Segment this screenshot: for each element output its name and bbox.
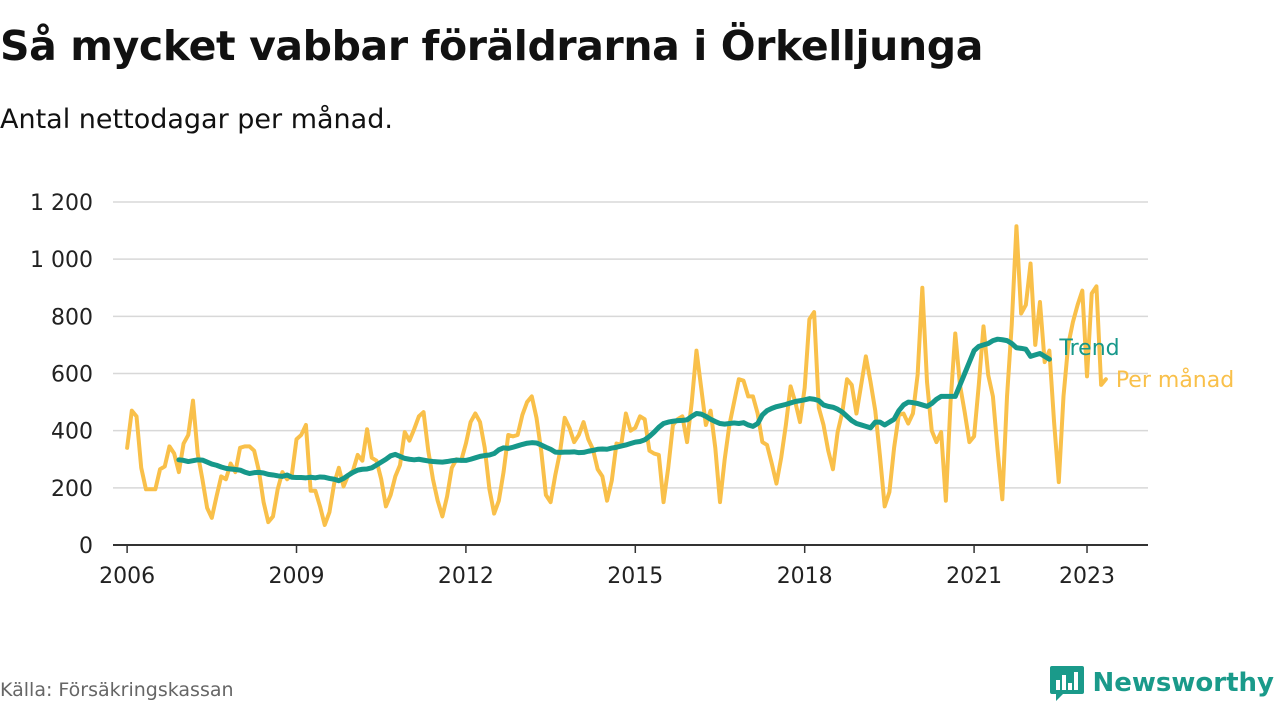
y-tick-label: 800 — [51, 305, 93, 330]
x-axis: 2006 2009 2012 2015 2018 2021 2023 — [99, 544, 1148, 589]
x-tick-label: 2023 — [1059, 564, 1115, 589]
brand-logo[interactable]: Newsworthy — [1049, 664, 1274, 702]
y-tick-label: 0 — [79, 534, 93, 559]
brand-name: Newsworthy — [1092, 668, 1274, 698]
y-tick-label: 200 — [51, 477, 93, 502]
gridlines — [113, 201, 1148, 489]
trend-series-label: Trend — [1058, 336, 1119, 361]
chart-subtitle: Antal nettodagar per månad. — [0, 104, 393, 135]
y-tick-label: 600 — [51, 363, 93, 388]
x-tick-label: 2021 — [946, 564, 1002, 589]
series-labels: Per månad Trend — [1058, 336, 1234, 393]
y-axis: 0 200 400 600 800 1 000 1 200 — [30, 191, 93, 559]
chart-title: Så mycket vabbar föräldrarna i Örkelljun… — [0, 22, 983, 70]
trend-series-line — [176, 336, 1052, 484]
monthly-series-line — [125, 224, 1108, 527]
y-tick-label: 400 — [51, 420, 93, 445]
source-note: Källa: Försäkringskassan — [0, 679, 234, 701]
x-tick-label: 2018 — [777, 564, 833, 589]
bar-chart-speech-bubble-icon — [1049, 666, 1084, 701]
x-tick-label: 2009 — [269, 564, 325, 589]
y-tick-label: 1 200 — [30, 191, 93, 216]
monthly-series-label: Per månad — [1116, 367, 1234, 393]
series-lines — [125, 224, 1108, 527]
y-tick-label: 1 000 — [30, 248, 93, 273]
x-tick-label: 2012 — [438, 564, 494, 589]
x-tick-label: 2006 — [99, 564, 155, 589]
x-tick-label: 2015 — [607, 564, 663, 589]
